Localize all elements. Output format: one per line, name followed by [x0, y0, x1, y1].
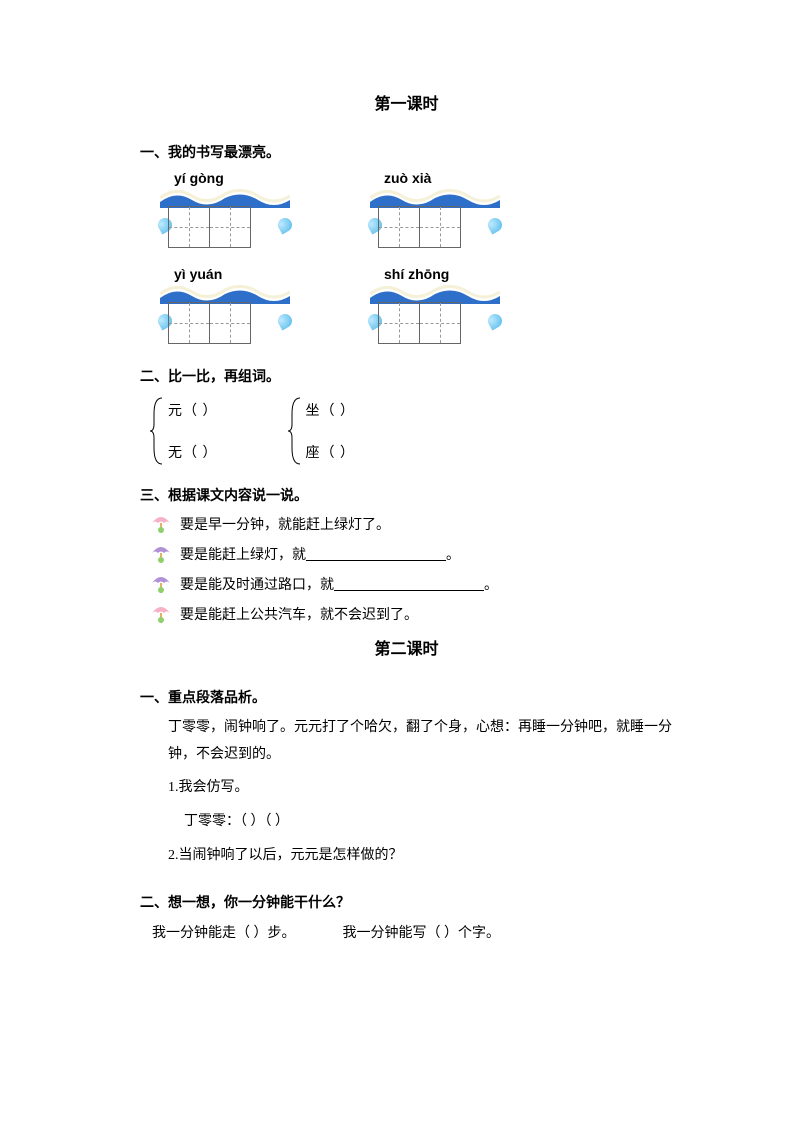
l2-q1-2: 2.当闹钟响了以后，元元是怎样做的？ [168, 842, 673, 870]
q3-line: 要是能赶上公共汽车，就不会迟到了。 [150, 603, 673, 625]
umbrella-icon [150, 603, 172, 625]
writing-grid [160, 188, 290, 252]
wave-decor [370, 188, 500, 208]
tianzige [378, 206, 488, 248]
brace-icon [288, 396, 302, 471]
compare-item: 座（ ） [306, 442, 356, 462]
pinyin-block: shí zhōng [370, 266, 500, 348]
wave-decor [160, 188, 290, 208]
drop-icon [275, 215, 294, 234]
q3-block: 要是早一分钟，就能赶上绿灯了。 要是能赶上绿灯，就 。 要是能及时通过路口，就 … [150, 513, 673, 625]
l2-q2-heading: 二、想一想，你一分钟能干什么？ [140, 892, 673, 912]
pinyin-row-2: yì yuán shí zhōng [160, 266, 673, 348]
umbrella-icon [150, 573, 172, 595]
q3-text: 要是早一分钟，就能赶上绿灯了。 [180, 514, 390, 534]
pinyin-label: yí gòng [174, 170, 224, 186]
l2-q2-line: 我一分钟能走（ ）步。 我一分钟能写（ ）个字。 [152, 920, 673, 948]
l2-q1-1: 1.我会仿写。 [168, 774, 673, 802]
umbrella-icon [150, 513, 172, 535]
q3-text: 要是能及时通过路口，就 [180, 574, 334, 594]
l2-q1-heading: 一、重点段落品析。 [140, 687, 673, 707]
q1-heading: 一、我的书写最漂亮。 [140, 142, 673, 162]
pinyin-label: shí zhōng [384, 266, 449, 282]
compare-item: 坐（ ） [306, 400, 356, 420]
q3-tail: 。 [446, 544, 460, 564]
q3-heading: 三、根据课文内容说一说。 [140, 485, 673, 505]
wave-decor [160, 284, 290, 304]
q3-tail: 。 [484, 574, 498, 594]
drop-icon [485, 311, 504, 330]
brace-group: 坐（ ） 座（ ） [288, 396, 356, 471]
fill-blank[interactable] [306, 547, 446, 561]
l2-q2-b: 我一分钟能写（ ）个字。 [343, 926, 501, 941]
tianzige [168, 302, 278, 344]
tianzige [168, 206, 278, 248]
l2-q1-1-line: 丁零零：（ ）（ ） [184, 808, 673, 836]
drop-icon [275, 311, 294, 330]
wave-decor [370, 284, 500, 304]
brace-icon [150, 396, 164, 471]
lesson1-title: 第一课时 [140, 90, 673, 114]
writing-grid [160, 284, 290, 348]
pinyin-block: yí gòng [160, 170, 290, 252]
pinyin-block: zuò xià [370, 170, 500, 252]
q2-heading: 二、比一比，再组词。 [140, 366, 673, 386]
pinyin-label: zuò xià [384, 170, 431, 186]
compare-item: 无（ ） [168, 442, 218, 462]
passage: 丁零零，闹钟响了。元元打了个哈欠，翻了个身，心想：再睡一分钟吧，就睡一分钟，不会… [168, 715, 673, 768]
q3-line: 要是能及时通过路口，就 。 [150, 573, 673, 595]
compare-row: 元（ ） 无（ ） 坐（ ） 座（ ） [150, 396, 673, 471]
pinyin-block: yì yuán [160, 266, 290, 348]
q3-text: 要是能赶上绿灯，就 [180, 544, 306, 564]
umbrella-icon [150, 543, 172, 565]
q3-line: 要是能赶上绿灯，就 。 [150, 543, 673, 565]
pinyin-row-1: yí gòng zuò xià [160, 170, 673, 252]
lesson2-title: 第二课时 [140, 635, 673, 659]
pinyin-label: yì yuán [174, 266, 222, 282]
compare-item: 元（ ） [168, 400, 218, 420]
l2-q2-a: 我一分钟能走（ ）步。 [152, 926, 296, 941]
brace-group: 元（ ） 无（ ） [150, 396, 218, 471]
fill-blank[interactable] [334, 577, 484, 591]
writing-grid [370, 188, 500, 252]
drop-icon [485, 215, 504, 234]
q3-line: 要是早一分钟，就能赶上绿灯了。 [150, 513, 673, 535]
tianzige [378, 302, 488, 344]
q3-text: 要是能赶上公共汽车，就不会迟到了。 [180, 604, 418, 624]
writing-grid [370, 284, 500, 348]
